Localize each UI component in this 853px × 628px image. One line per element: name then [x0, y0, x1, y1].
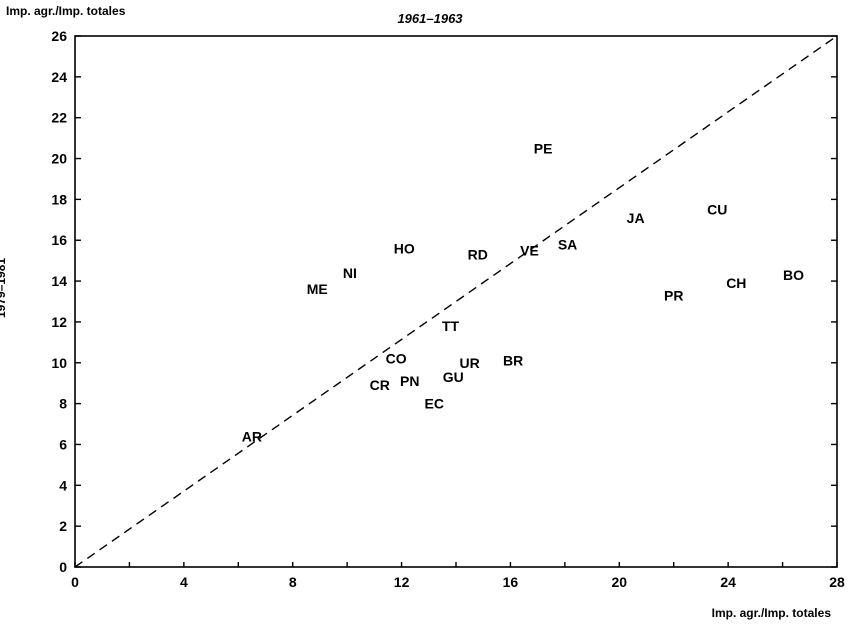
data-point-label: PE — [534, 140, 553, 156]
data-point-label: PR — [664, 287, 683, 303]
data-point-label: HO — [394, 240, 415, 256]
data-point-label: CR — [370, 377, 390, 393]
data-point-label: EC — [425, 396, 444, 412]
data-point-label: CH — [726, 275, 746, 291]
data-point-label: BR — [503, 353, 523, 369]
data-point-label: ME — [307, 281, 328, 297]
y-tick-label: 16 — [51, 232, 67, 248]
data-point-label: AR — [242, 428, 262, 444]
y-tick-label: 8 — [59, 396, 67, 412]
x-tick-label: 8 — [289, 574, 297, 590]
y-tick-label: 18 — [51, 191, 67, 207]
y-tick-label: 20 — [51, 151, 67, 167]
x-tick-label: 16 — [503, 574, 519, 590]
y-tick-label: 0 — [59, 559, 67, 575]
x-tick-label: 12 — [394, 574, 410, 590]
y-tick-label: 12 — [51, 314, 67, 330]
x-tick-label: 4 — [180, 574, 188, 590]
y-tick-label: 2 — [59, 518, 67, 534]
y-tick-label: 26 — [51, 28, 67, 44]
y-tick-label: 6 — [59, 436, 67, 452]
data-point-label: GU — [443, 369, 464, 385]
x-tick-label: 24 — [720, 574, 736, 590]
x-axis-label: Imp. agr./Imp. totales — [711, 606, 831, 620]
y-unit-label: Imp. agr./Imp. totales — [6, 4, 126, 18]
y-tick-label: 24 — [51, 69, 67, 85]
chart-title: 1961–1963 — [397, 11, 463, 26]
data-point-label: PN — [400, 373, 419, 389]
data-point-label: CU — [707, 202, 727, 218]
data-point-label: BO — [783, 267, 804, 283]
y-tick-label: 22 — [51, 110, 67, 126]
data-point-label: JA — [627, 210, 645, 226]
data-point-label: CO — [386, 351, 407, 367]
y-tick-label: 10 — [51, 355, 67, 371]
x-tick-label: 0 — [71, 574, 79, 590]
data-point-label: VE — [520, 242, 539, 258]
data-point-label: TT — [442, 318, 460, 334]
reference-line — [74, 35, 838, 568]
y-tick-label: 4 — [59, 477, 67, 493]
x-tick-label: 28 — [829, 574, 845, 590]
y-tick-label: 14 — [51, 273, 67, 289]
x-tick-label: 20 — [611, 574, 627, 590]
data-point-label: RD — [468, 247, 488, 263]
data-point-label: SA — [558, 236, 577, 252]
data-point-label: NI — [343, 265, 357, 281]
data-point-label: UR — [459, 355, 479, 371]
